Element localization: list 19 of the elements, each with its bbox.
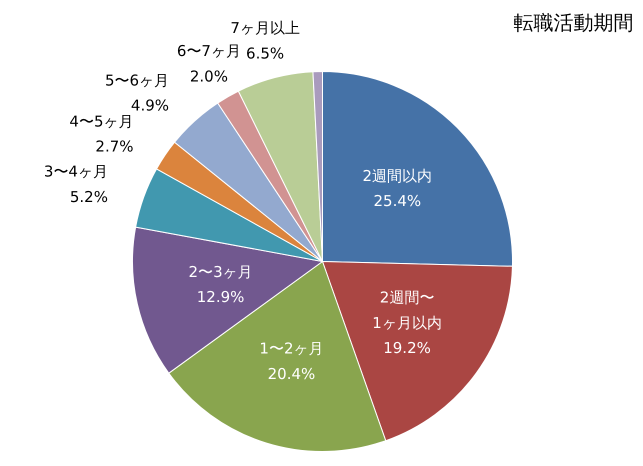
slice-label: 1〜2ヶ月 — [259, 340, 324, 358]
data-label: 25.4% — [373, 192, 422, 210]
data-label: 6.5% — [246, 44, 284, 62]
slice-label: 2週間〜 1ヶ月以内 — [372, 288, 442, 332]
slice-label: 5〜6ヶ月 — [104, 71, 170, 90]
slice-label: 4〜5ヶ月 — [69, 112, 134, 130]
data-label: 19.2% — [383, 339, 431, 358]
slice-label: 2週間以内 — [362, 166, 432, 185]
slice-label: 3〜4ヶ月 — [44, 162, 108, 181]
data-label: 12.9% — [196, 288, 244, 306]
slice-label: 7ヶ月以上 — [230, 19, 300, 38]
text: 転職活動期間 — [514, 10, 634, 34]
slice-label: 6〜7ヶ月 — [176, 42, 241, 60]
slice-label: 2〜3ヶ月 — [188, 263, 253, 282]
data-label: 20.4% — [268, 364, 316, 383]
data-label: 2.7% — [95, 138, 134, 156]
data-label: 5.2% — [70, 188, 108, 206]
data-label: 2.0% — [190, 67, 228, 86]
data-label: 4.9% — [130, 96, 170, 114]
